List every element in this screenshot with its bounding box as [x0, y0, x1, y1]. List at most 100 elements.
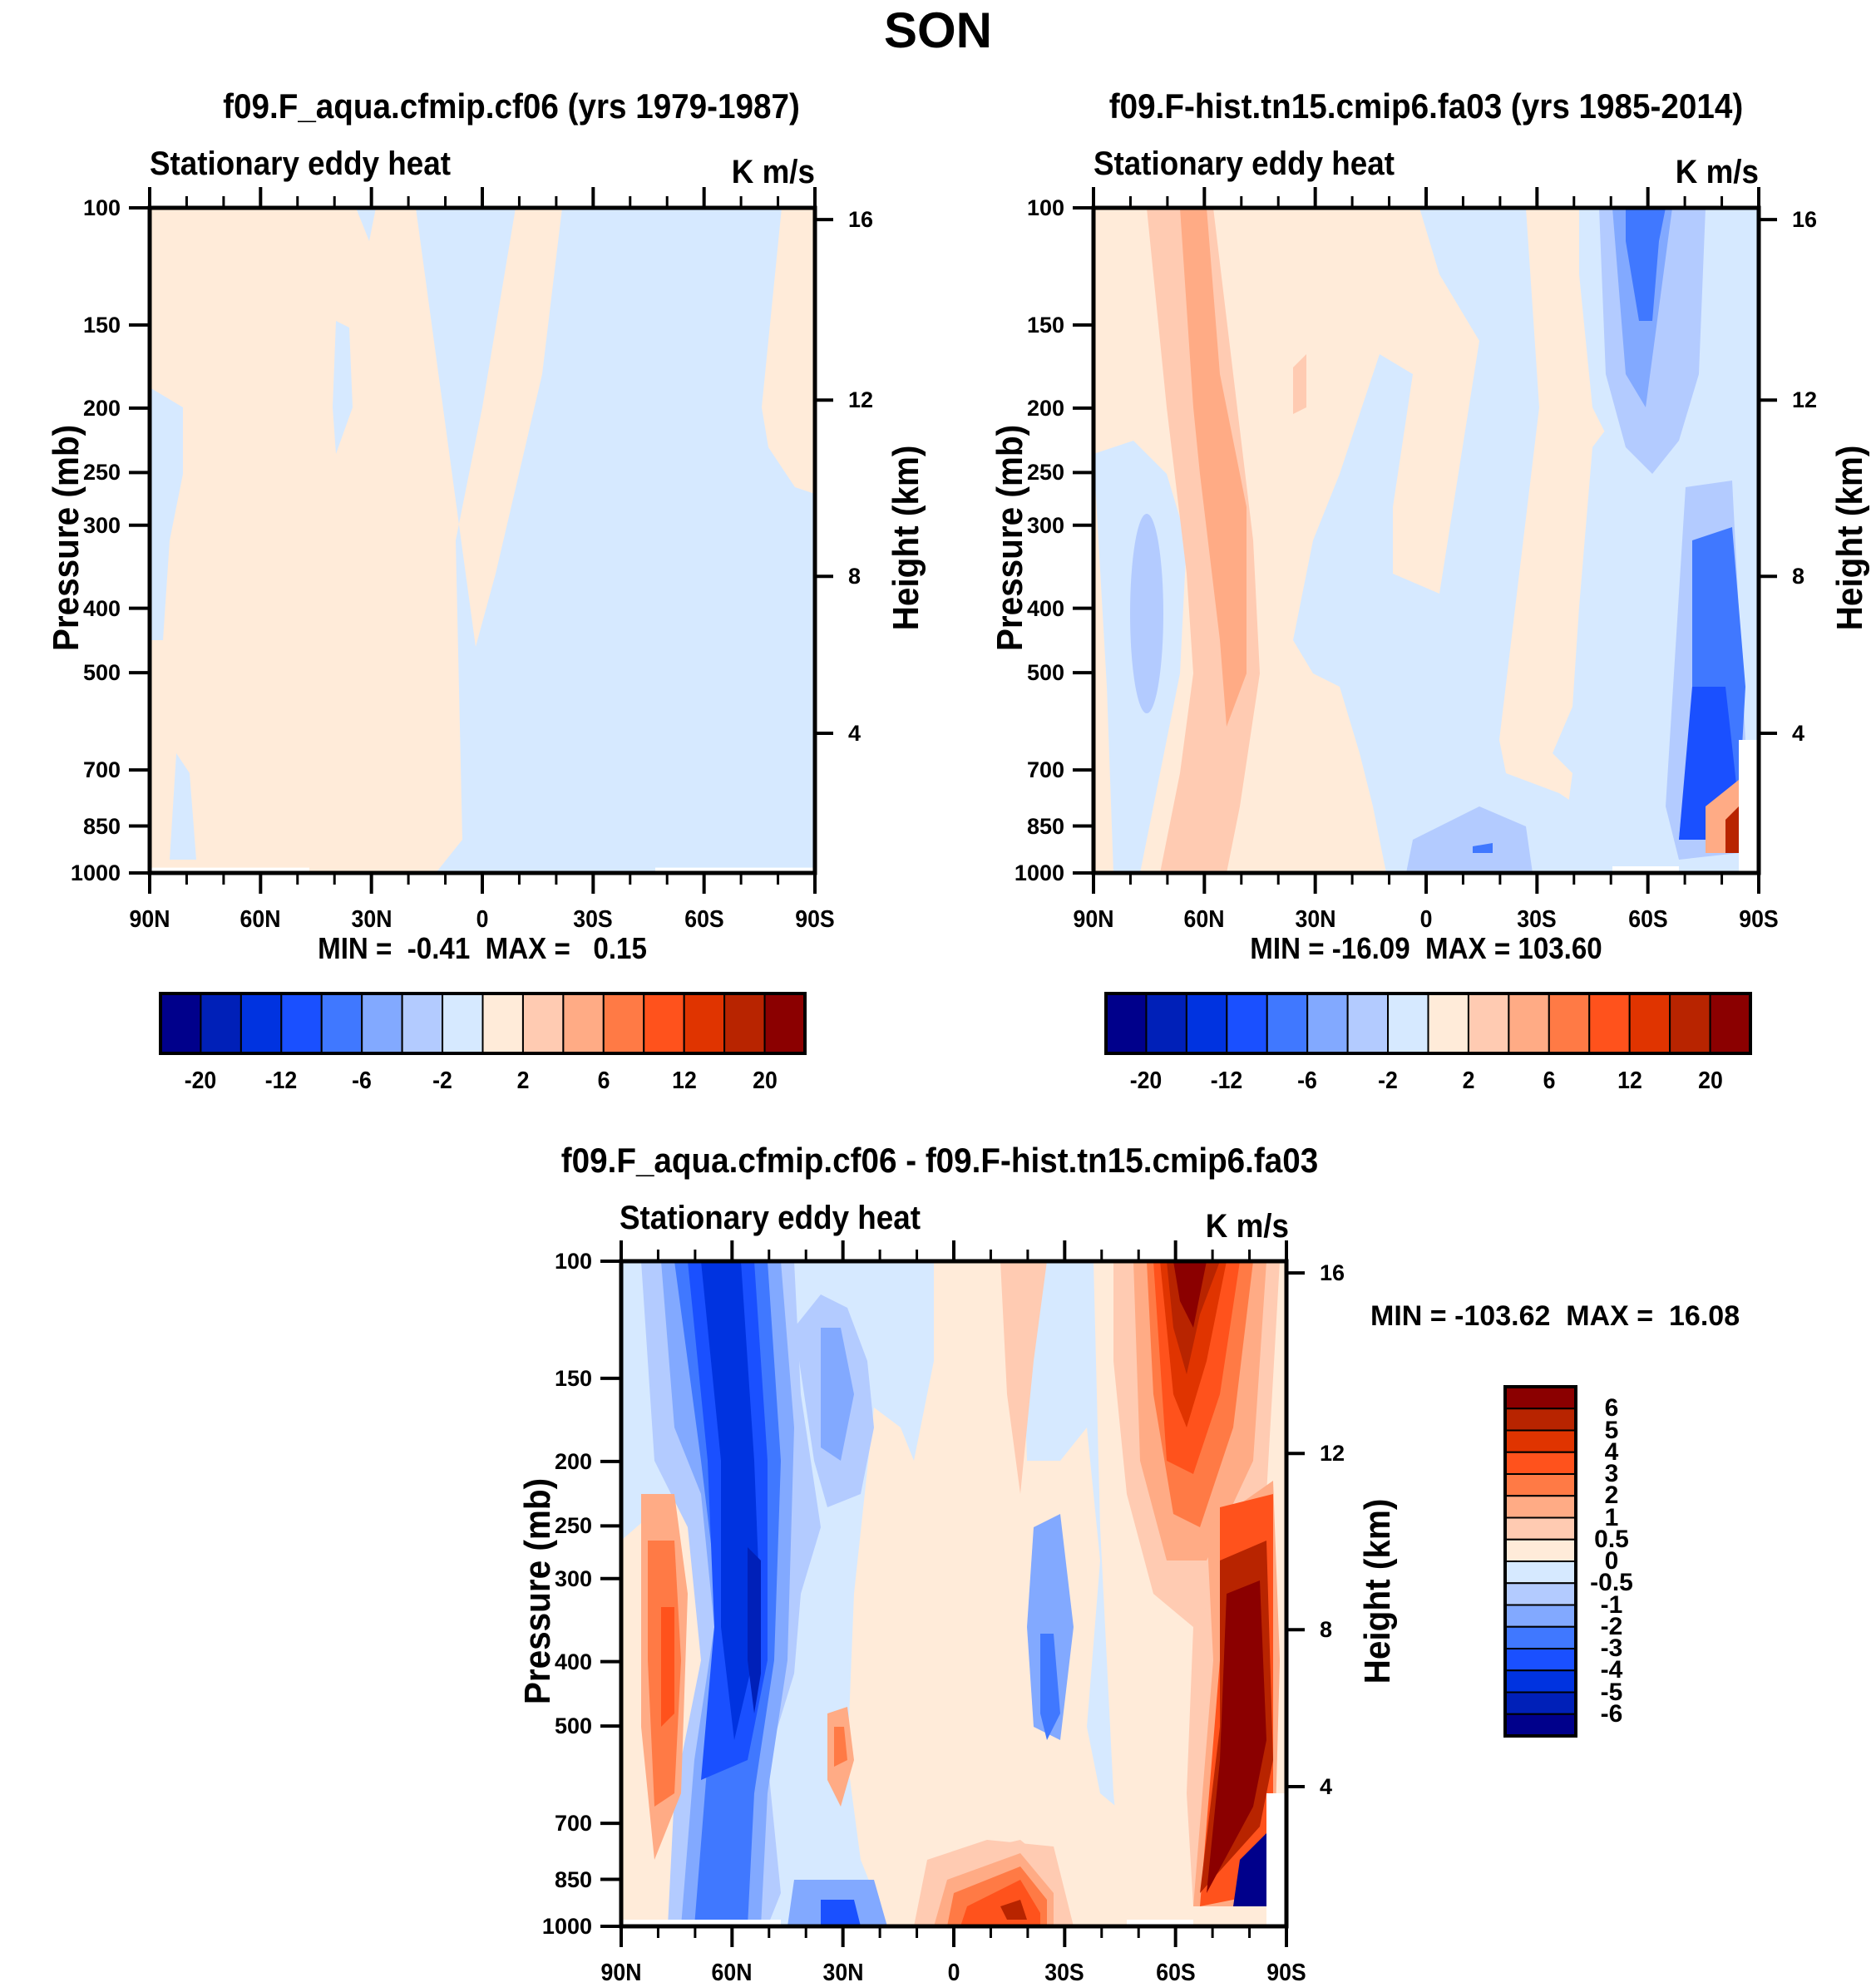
y-tick-label: 500 — [554, 1713, 592, 1739]
y-tick-label: 150 — [82, 312, 121, 338]
min-max-control: MIN = -0.41 MAX = 0.15 — [318, 931, 647, 965]
contour-fill-group — [150, 208, 815, 873]
missing-data-region — [1739, 740, 1759, 873]
colorbar-box — [1266, 993, 1309, 1054]
colorbar-box — [1467, 993, 1510, 1054]
colorbar-label: 0 — [1604, 1547, 1619, 1575]
x-tick-label: 90S — [795, 906, 835, 933]
contour-region — [1180, 208, 1247, 727]
colorbar-label: 3 — [1604, 1460, 1619, 1487]
colorbar-label: -6 — [1600, 1699, 1623, 1728]
y-tick-label: 250 — [554, 1513, 592, 1539]
contour-region — [821, 1328, 854, 1461]
colorbar-box — [239, 993, 283, 1054]
colorbar-box — [1504, 1561, 1577, 1585]
contour-region — [1000, 1261, 1047, 1494]
contour-fill-group — [621, 1261, 1286, 1926]
y-tick-label: 300 — [1026, 512, 1064, 538]
height-tick-label: 8 — [1792, 564, 1805, 589]
y-tick-label: 150 — [1026, 312, 1064, 338]
colorbar-label: 4 — [1604, 1437, 1619, 1466]
colorbar-box — [1709, 993, 1751, 1054]
colorbar-label: -2 — [432, 1067, 452, 1094]
colorbar-label: 20 — [1697, 1067, 1723, 1094]
x-tick-label: 60N — [1183, 906, 1225, 933]
colorbar-box — [1504, 1625, 1577, 1649]
x-tick-label: 30N — [822, 1960, 864, 1986]
colorbar-frame — [159, 992, 807, 1055]
x-tick-label: 60S — [684, 906, 724, 933]
y-tick-label: 700 — [82, 757, 121, 783]
colorbar-label: -4 — [1600, 1656, 1623, 1684]
colorbar-box — [1504, 1538, 1577, 1562]
colorbar-box — [1504, 1495, 1577, 1519]
colorbar-box — [1588, 993, 1631, 1054]
colorbar-label: -20 — [185, 1067, 217, 1094]
height-tick-label: 12 — [1320, 1441, 1345, 1467]
x-tick-label: 30S — [1044, 1960, 1085, 1986]
y-tick-label: 200 — [1026, 395, 1064, 421]
x-tick-label: 90N — [1073, 906, 1114, 933]
y-tick-label: 700 — [1026, 757, 1064, 783]
colorbar-box — [1548, 993, 1591, 1054]
colorbar-box — [1504, 1713, 1577, 1737]
x-tick-label: 90N — [600, 1960, 642, 1986]
colorbar-box — [1504, 1691, 1577, 1715]
missing-data-region — [1266, 1793, 1286, 1926]
colorbar-box — [1504, 1604, 1577, 1628]
contour-region — [701, 1261, 761, 1740]
x-tick-label: 90S — [1266, 1960, 1306, 1986]
contour-region — [1233, 1833, 1266, 1906]
min-max-difference: MIN = -103.62 MAX = 16.08 — [1370, 1300, 1740, 1332]
contour-region — [356, 208, 376, 241]
contour-region — [762, 208, 815, 494]
missing-data-region — [655, 867, 815, 873]
contour-region — [834, 1727, 847, 1767]
colorbar-box — [1504, 1648, 1577, 1672]
right-string-difference: K m/s — [1205, 1208, 1289, 1245]
colorbar-box — [1504, 1473, 1577, 1497]
left-string-difference: Stationary eddy heat — [620, 1200, 921, 1236]
panel-title-difference: f09.F_aqua.cfmip.cf06 - f09.F-hist.tn15.… — [560, 1141, 1319, 1180]
figure-title: SON — [883, 2, 993, 58]
colorbar-box — [1504, 1429, 1577, 1453]
colorbar-label: -20 — [1130, 1067, 1163, 1094]
contour-region — [1027, 1514, 1074, 1740]
colorbar-box — [643, 993, 685, 1054]
y-tick-label: 400 — [1026, 595, 1064, 621]
colorbar-box — [442, 993, 484, 1054]
x-tick-label: 60S — [1155, 1960, 1196, 1986]
contour-region — [661, 1607, 674, 1727]
colorbar-box — [1504, 1451, 1577, 1475]
height-tick-label: 16 — [848, 207, 874, 233]
colorbar-label: -6 — [1297, 1067, 1318, 1094]
colorbar-label: -0.5 — [1590, 1569, 1633, 1597]
height-tick-label: 12 — [1792, 387, 1818, 413]
colorbar-label: -12 — [1211, 1067, 1243, 1094]
height-tick-label: 4 — [1320, 1774, 1333, 1799]
contour-fill-group — [1094, 208, 1759, 873]
y-tick-label: 1000 — [1014, 860, 1064, 885]
colorbar-frame — [1104, 992, 1752, 1055]
min-max-reference: MIN = -16.09 MAX = 103.60 — [1250, 931, 1602, 965]
colorbar-label: 0.5 — [1594, 1525, 1629, 1553]
colorbar-label: -3 — [1600, 1634, 1623, 1662]
contour-region — [1406, 806, 1533, 873]
x-tick-label: 0 — [1419, 906, 1433, 933]
contour-region — [170, 753, 196, 860]
height-tick-label: 12 — [848, 387, 874, 413]
x-tick-label: 0 — [947, 1960, 960, 1986]
colorbar-box — [200, 993, 242, 1054]
y-tick-label: 150 — [554, 1365, 592, 1391]
y-tick-label: 100 — [554, 1249, 592, 1274]
y-tick-label: 700 — [554, 1811, 592, 1837]
y-tick-label: 850 — [82, 813, 121, 839]
colorbar-box — [1504, 1516, 1577, 1541]
colorbar-box — [1504, 1582, 1577, 1606]
y-tick-label: 400 — [554, 1649, 592, 1674]
colorbar-box — [1628, 993, 1671, 1054]
height-tick-label: 4 — [1792, 721, 1805, 746]
contour-region — [1173, 1261, 1207, 1328]
